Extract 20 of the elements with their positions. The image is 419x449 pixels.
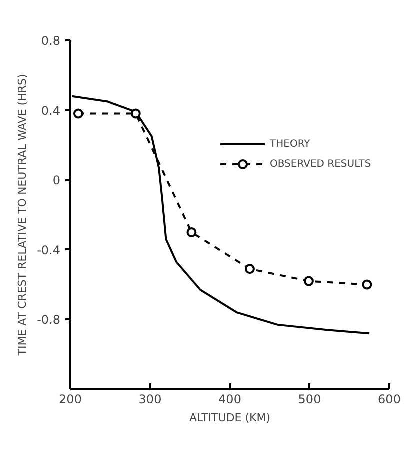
x-tick-label: 500 [298,392,322,406]
x-tick-label: 600 [378,392,401,406]
y-tick-label: 0.4 [41,104,61,118]
y-axis-title: TIME AT CREST RELATIVE TO NEUTRAL WAVE (HRS) [16,74,30,357]
y-tick-label: 0 [52,174,61,188]
y-tick-label: 0.8 [41,34,61,48]
legend-label: OBSERVED RESULTS [270,158,372,170]
x-axis-title: ALTITUDE (KM) [189,412,271,424]
y-tick-label: -0.8 [37,313,61,328]
point [73,108,84,119]
y-tick-label: -0.4 [37,243,61,258]
point [244,264,255,274]
point [186,227,197,238]
point [304,276,314,286]
x-tick-label: 400 [218,392,242,406]
point [362,280,372,290]
x-tick-label: 300 [138,392,162,406]
x-tick-label: 200 [59,392,82,406]
point [130,108,141,119]
legend-label: THEORY [270,138,310,150]
